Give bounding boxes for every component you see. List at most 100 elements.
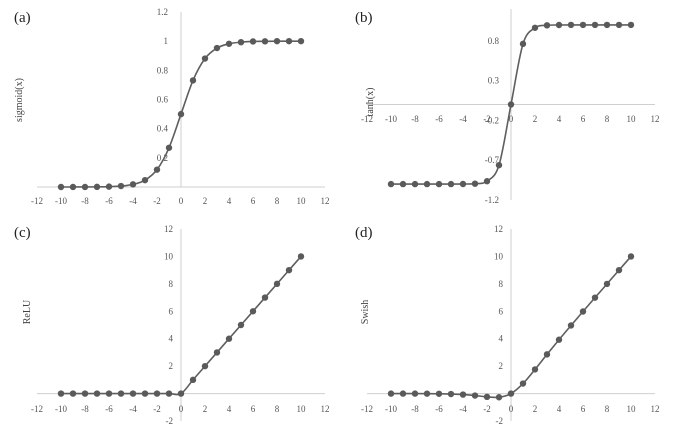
chart-panel-relu: (c) -12 -10 -8 -6 -4 -2 0 2 4 6 8 10 12 -2 2 4 6 8 10 12 ReL… xyxy=(0,217,343,434)
data-point xyxy=(297,253,305,260)
data-point xyxy=(567,21,575,29)
y-tick-label: 8 xyxy=(169,279,174,289)
data-point xyxy=(627,253,635,260)
data-point xyxy=(141,176,149,184)
data-point xyxy=(591,294,599,301)
panel-label: (d) xyxy=(355,225,373,241)
data-point xyxy=(117,182,125,190)
data-point xyxy=(261,38,269,45)
x-tick-label: 10 xyxy=(297,196,307,206)
data-point xyxy=(129,181,137,188)
data-point xyxy=(189,77,197,84)
data-point xyxy=(567,322,575,329)
x-tick-label: 8 xyxy=(275,196,280,206)
data-point xyxy=(495,394,503,401)
data-point xyxy=(615,266,623,274)
x-tick-label: -10 xyxy=(55,404,67,414)
data-point xyxy=(435,180,443,188)
data-point xyxy=(213,44,221,52)
data-point xyxy=(579,308,587,315)
data-point xyxy=(81,183,89,191)
data-point xyxy=(225,335,233,342)
data-point xyxy=(387,390,395,397)
y-axis-label: ReLU xyxy=(22,299,33,324)
data-point xyxy=(237,321,245,329)
x-tick-label: 10 xyxy=(627,404,637,414)
x-tick-label: -6 xyxy=(435,114,443,124)
x-tick-label: -4 xyxy=(459,404,467,414)
chart-panel-sigmoid: (a) -12 -10 -8 -6 -4 -2 0 2 4 6 8 10 12 0.2 0.4 0.6 0.8 1… xyxy=(0,0,343,217)
y-tick-label: -0.7 xyxy=(485,155,500,165)
data-point xyxy=(69,390,77,397)
x-tick-label: -2 xyxy=(153,196,161,206)
x-tick-label: -4 xyxy=(129,404,137,414)
y-tick-label: 10 xyxy=(494,251,504,261)
y-tick-label: 2 xyxy=(169,361,174,371)
y-tick-label: 8 xyxy=(499,279,504,289)
x-tick-label: -2 xyxy=(153,404,161,414)
y-tick-label: -0.2 xyxy=(485,115,499,125)
y-tick-label: 4 xyxy=(169,334,174,344)
data-point xyxy=(471,180,479,187)
swish-chart: -12 -10 -8 -6 -4 -2 0 2 4 6 8 10 12 -2 2 4 6 8 10 12 Swish xyxy=(360,224,660,426)
x-tick-label: 8 xyxy=(275,404,280,414)
x-tick-label: -10 xyxy=(55,196,67,206)
x-tick-label: 8 xyxy=(605,404,610,414)
x-tick-label: -12 xyxy=(31,404,43,414)
data-point xyxy=(189,376,197,384)
y-tick-label: 1 xyxy=(164,36,169,46)
y-tick-label: 0.2 xyxy=(157,153,168,163)
data-point xyxy=(411,390,419,397)
relu-chart: -12 -10 -8 -6 -4 -2 0 2 4 6 8 10 12 -2 2 4 6 8 10 12 ReLU xyxy=(22,224,330,426)
data-point xyxy=(165,390,173,397)
x-tick-label: -8 xyxy=(411,404,419,414)
x-tick-label: 2 xyxy=(533,404,538,414)
data-point xyxy=(93,390,101,397)
x-tick-label: -8 xyxy=(81,196,89,206)
y-tick-label: 6 xyxy=(499,306,504,316)
y-tick-label: 0.8 xyxy=(157,65,169,75)
y-axis-label: tanh(x) xyxy=(365,88,376,117)
data-point xyxy=(459,180,467,188)
x-tick-label: -4 xyxy=(459,114,467,124)
data-point xyxy=(141,390,149,397)
x-tick-label: 6 xyxy=(581,114,586,124)
data-point xyxy=(273,37,281,45)
chart-panel-tanh: (b) -12 -10 -8 -6 -4 -2 0 2 4 6 8 10 12 -1.2 -0.7 -0.2 0… xyxy=(343,0,686,217)
panel-label: (c) xyxy=(14,225,31,241)
x-tick-label: 4 xyxy=(557,114,562,124)
data-point xyxy=(57,390,65,397)
data-point xyxy=(603,21,611,29)
y-tick-label: 1.2 xyxy=(157,7,168,17)
data-point xyxy=(93,183,101,191)
x-tick-label: 12 xyxy=(651,114,660,124)
data-point xyxy=(273,280,281,288)
data-point xyxy=(165,144,173,151)
data-point xyxy=(153,390,161,397)
y-tick-label: -2 xyxy=(496,416,504,426)
data-point xyxy=(447,180,455,188)
x-tick-label: -6 xyxy=(435,404,443,414)
data-point xyxy=(285,37,293,45)
panel-label: (b) xyxy=(355,10,373,26)
x-tick-label: 12 xyxy=(321,404,330,414)
data-point xyxy=(471,392,479,399)
sigmoid-chart: -12 -10 -8 -6 -4 -2 0 2 4 6 8 10 12 0.2 0.4 0.6 0.8 1 1.2 s… xyxy=(14,7,330,206)
data-point xyxy=(423,180,431,188)
data-point xyxy=(411,180,419,188)
data-point xyxy=(117,390,125,397)
x-tick-label: 8 xyxy=(605,114,610,124)
x-tick-label: -8 xyxy=(81,404,89,414)
data-point xyxy=(213,349,221,356)
y-tick-label: 0.3 xyxy=(488,76,500,86)
data-point xyxy=(531,366,539,373)
y-tick-label: 4 xyxy=(499,334,504,344)
data-point xyxy=(543,351,551,358)
data-point xyxy=(627,21,635,29)
tanh-chart: -12 -10 -8 -6 -4 -2 0 2 4 6 8 10 12 -1.2 -0.7 -0.2 0.3 0.… xyxy=(361,9,660,205)
y-tick-label: -1.2 xyxy=(485,195,499,205)
data-point xyxy=(201,55,209,62)
data-point xyxy=(615,21,623,29)
y-tick-label: 0.4 xyxy=(157,124,169,134)
x-tick-label: 4 xyxy=(557,404,562,414)
